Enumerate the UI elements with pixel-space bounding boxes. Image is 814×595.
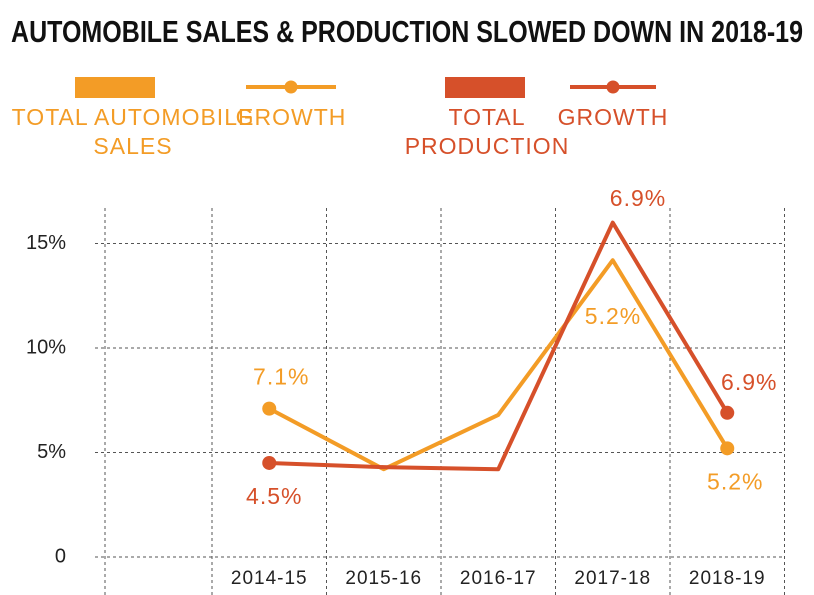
legend-swatch [284, 80, 298, 94]
legend-label: TOTAL PRODUCTION [404, 104, 570, 159]
legend-label: GROWTH [235, 104, 347, 130]
chart-title: AUTOMOBILE SALES & PRODUCTION SLOWED DOW… [11, 14, 803, 49]
data-label: 7.1% [253, 364, 309, 390]
data-point [720, 441, 735, 456]
series-line [268, 258, 729, 472]
legend-label: GROWTH [557, 104, 669, 130]
y-tick-label: 15% [26, 232, 66, 254]
data-label: 6.9% [721, 369, 777, 395]
data-point [720, 405, 735, 420]
annotation: 6.9% [610, 185, 666, 211]
x-tick-label: 2014-15 [231, 568, 308, 589]
annotation: 5.2% [585, 303, 641, 329]
x-tick-label: 2018-19 [689, 568, 766, 589]
data-point [262, 455, 277, 470]
data-label: 4.5% [246, 483, 302, 509]
x-tick-label: 2015-16 [345, 568, 422, 589]
y-tick-label: 0 [55, 545, 66, 567]
x-tick-label: 2017-18 [574, 568, 651, 589]
legend-label: TOTAL AUTOMOBILE SALES [11, 104, 255, 159]
y-tick-label: 5% [37, 441, 66, 463]
legend-swatch [445, 77, 525, 98]
series-line [269, 220, 729, 472]
data-point [262, 401, 277, 416]
legend-swatch [75, 77, 155, 98]
data-label: 5.2% [707, 468, 763, 494]
y-tick-label: 10% [26, 336, 66, 358]
legend-swatch [606, 80, 620, 94]
x-tick-label: 2016-17 [460, 568, 537, 589]
